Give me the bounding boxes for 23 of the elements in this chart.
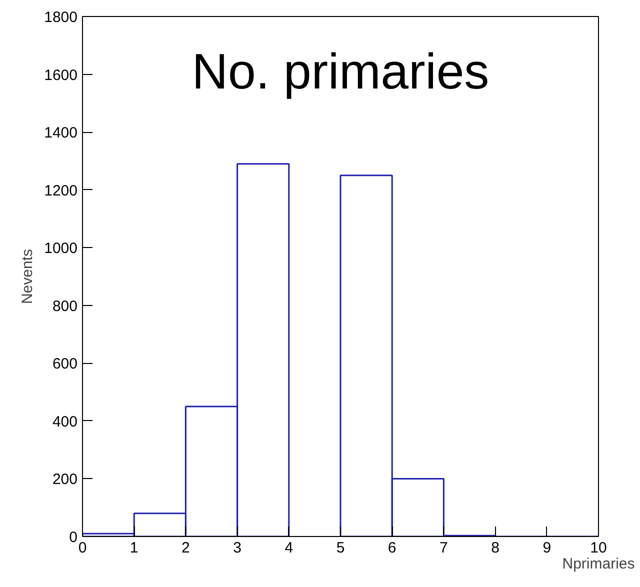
x-tick-label: 10 [590,540,607,556]
y-tick-label: 200 [52,471,78,488]
text: No. primaries [192,44,490,100]
x-tick-label: 8 [491,540,500,556]
y-tick-label: 800 [52,298,78,315]
y-axis-title: Nevents [19,248,36,304]
y-tick-label: 0 [69,529,78,546]
x-tick-label: 4 [284,540,294,556]
x-tick-label: 1 [130,540,138,556]
y-tick-label: 1600 [44,66,78,84]
y-tick-label: 600 [52,356,78,373]
x-tick-label: 3 [233,540,242,556]
x-axis-title: Nprimaries [562,556,635,572]
y-tick-label: 1000 [44,240,78,258]
y-tick-label: 400 [52,413,78,430]
y-tick-label: 1400 [44,124,78,142]
x-tick-label: 7 [440,540,448,556]
x-tick-label: 2 [182,540,190,556]
x-tick-label: 9 [542,540,552,556]
x-tick-label: 6 [388,540,396,556]
y-tick-label: 1800 [44,9,78,26]
x-tick-label: 5 [336,540,345,556]
y-tick-label: 1200 [44,182,78,200]
